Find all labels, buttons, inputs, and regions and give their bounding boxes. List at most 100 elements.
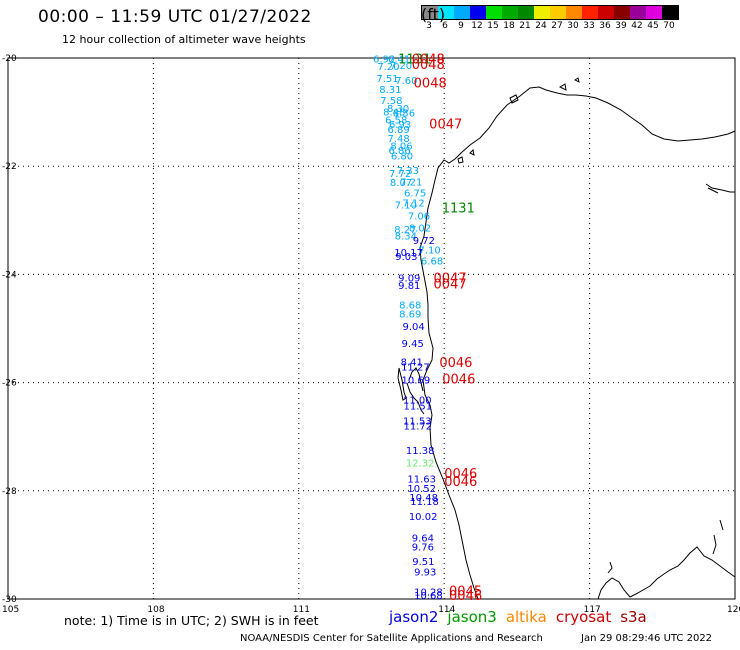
wave-height-value: 9.09: [398, 274, 420, 285]
longitude-label: 117: [584, 605, 601, 615]
wave-height-observations: 6.926.417.207.207.517.608.317.588.308.48…: [373, 55, 443, 603]
color-swatch: [550, 6, 566, 19]
color-scale-tick: 39: [615, 21, 627, 31]
color-swatch: [598, 6, 614, 19]
color-scale-ticks: 3 6 9 12 15 18 21 24 27 30 33 36 39 42 45 70: [421, 20, 679, 34]
wave-height-value: 10.48: [409, 493, 438, 504]
color-scale-legend: 3 6 9 12 15 18 21 24 27 30 33 36 39 42 45 70: [421, 5, 679, 34]
color-scale-tick: 6: [442, 21, 448, 31]
color-swatch: [486, 6, 502, 19]
wave-height-value: 7.20: [390, 61, 412, 72]
latitude-label: -20: [2, 54, 17, 64]
color-swatch: [630, 6, 646, 19]
color-swatch: [534, 6, 550, 19]
wave-height-value: 6.58: [385, 116, 407, 127]
wave-height-value: 7.72: [389, 169, 411, 180]
longitude-label: 111: [293, 605, 310, 615]
pass-time-label: 0046: [444, 475, 477, 490]
map-frame: [7, 57, 736, 600]
wave-height-value: 9.76: [412, 543, 434, 554]
wave-height-value: 9.03: [395, 252, 417, 263]
latitude-label: -26: [2, 379, 17, 389]
color-swatch: [662, 6, 678, 19]
wave-height-value: 8.41: [401, 358, 423, 369]
wave-height-value: 10.68: [414, 591, 443, 602]
wave-height-value: 11.63: [407, 474, 436, 485]
color-scale-tick: 3: [426, 21, 432, 31]
color-swatch: [470, 6, 486, 19]
color-scale-tick: 45: [647, 21, 659, 31]
wave-height-value: 7.60: [395, 76, 417, 87]
wave-height-value: 9.45: [402, 339, 424, 350]
satellite-legend: jason2 jason3 altika cryosat s3a: [389, 608, 656, 626]
wave-height-value: 10.02: [409, 512, 438, 523]
color-scale-tick: 24: [535, 21, 547, 31]
color-scale-unit: (ft): [421, 5, 446, 24]
map-subtitle: 12 hour collection of altimeter wave hei…: [62, 33, 306, 46]
dirk-hartog-island: [397, 367, 407, 401]
pass-time-label: 0048: [412, 53, 445, 68]
latitude-label: -24: [2, 270, 17, 280]
credit-footer: NOAA/NESDIS Center for Satellite Applica…: [240, 633, 543, 644]
wave-height-value: 7.33: [397, 166, 419, 177]
color-scale-tick: 9: [458, 21, 464, 31]
wave-height-value: 8.27: [394, 225, 416, 236]
latitude-labels: -20 -22 -24 -26 -28 -30: [2, 54, 17, 605]
south-coast-bay: [597, 546, 736, 600]
color-scale-tick: 12: [471, 21, 483, 31]
color-scale-tick: 30: [567, 21, 579, 31]
color-scale-tick: 18: [503, 21, 515, 31]
wave-height-value: 6.41: [388, 55, 410, 66]
color-swatch: [582, 6, 598, 19]
wave-height-value: 8.36: [393, 109, 415, 120]
wave-height-value: 10.69: [402, 375, 431, 386]
color-swatch: [566, 6, 582, 19]
shark-bay-peninsula: [406, 367, 425, 415]
wave-height-value: 6.93: [389, 120, 411, 131]
wave-height-value: 7.51: [376, 74, 398, 85]
wave-height-value: 9.93: [414, 567, 436, 578]
wave-height-value: 9.51: [412, 557, 434, 568]
wave-height-value: 8.07: [390, 178, 412, 189]
longitude-labels: 105 108 111 114 117 120: [2, 605, 740, 615]
wave-height-value: 10.52: [407, 484, 436, 495]
wave-height-value: 8.34: [395, 231, 417, 242]
color-scale-bar: [421, 5, 679, 20]
wave-height-value: 9.81: [398, 281, 420, 292]
coast-detail-south: [607, 519, 724, 574]
dampier-islands: [509, 77, 580, 104]
wave-height-value: 8.48: [383, 108, 405, 119]
pass-time-label: 0046: [439, 356, 472, 371]
coastline: [397, 77, 736, 600]
wave-height-value: 11.00: [403, 395, 432, 406]
wave-height-value: 10.28: [414, 587, 443, 598]
pass-time-label: 0046: [442, 372, 475, 387]
color-swatch: [518, 6, 534, 19]
pass-time-label: 0045: [449, 584, 482, 599]
wave-height-value: 7.06: [408, 211, 430, 222]
satellite-legend-cryosat: cryosat: [555, 608, 612, 626]
color-swatch: [438, 6, 454, 19]
color-swatch: [646, 6, 662, 19]
color-swatch: [422, 6, 438, 19]
pass-time-label: 0046: [449, 589, 482, 604]
wave-height-value: 6.68: [421, 256, 443, 267]
pass-time-label: 0047: [429, 117, 462, 132]
wave-height-value: 9.64: [412, 533, 434, 544]
satellite-legend-jason2: jason2: [389, 608, 439, 626]
wave-height-value: 6.86: [388, 146, 410, 157]
color-swatch: [502, 6, 518, 19]
color-swatch: [614, 6, 630, 19]
color-scale-tick: 15: [487, 21, 499, 31]
east-island-right: [705, 183, 735, 194]
wave-height-value: 11.53: [403, 416, 432, 427]
wave-height-value: 11.27: [401, 362, 430, 373]
pass-time-label: 0047: [434, 272, 467, 287]
wave-height-value: 6.80: [391, 151, 413, 162]
wave-height-value: 8.69: [399, 309, 421, 320]
wave-height-value: 11.38: [406, 446, 435, 457]
wave-height-value: 10.17: [394, 248, 423, 259]
pass-time-label: 0047: [434, 278, 467, 293]
barrow-island: [457, 148, 475, 164]
